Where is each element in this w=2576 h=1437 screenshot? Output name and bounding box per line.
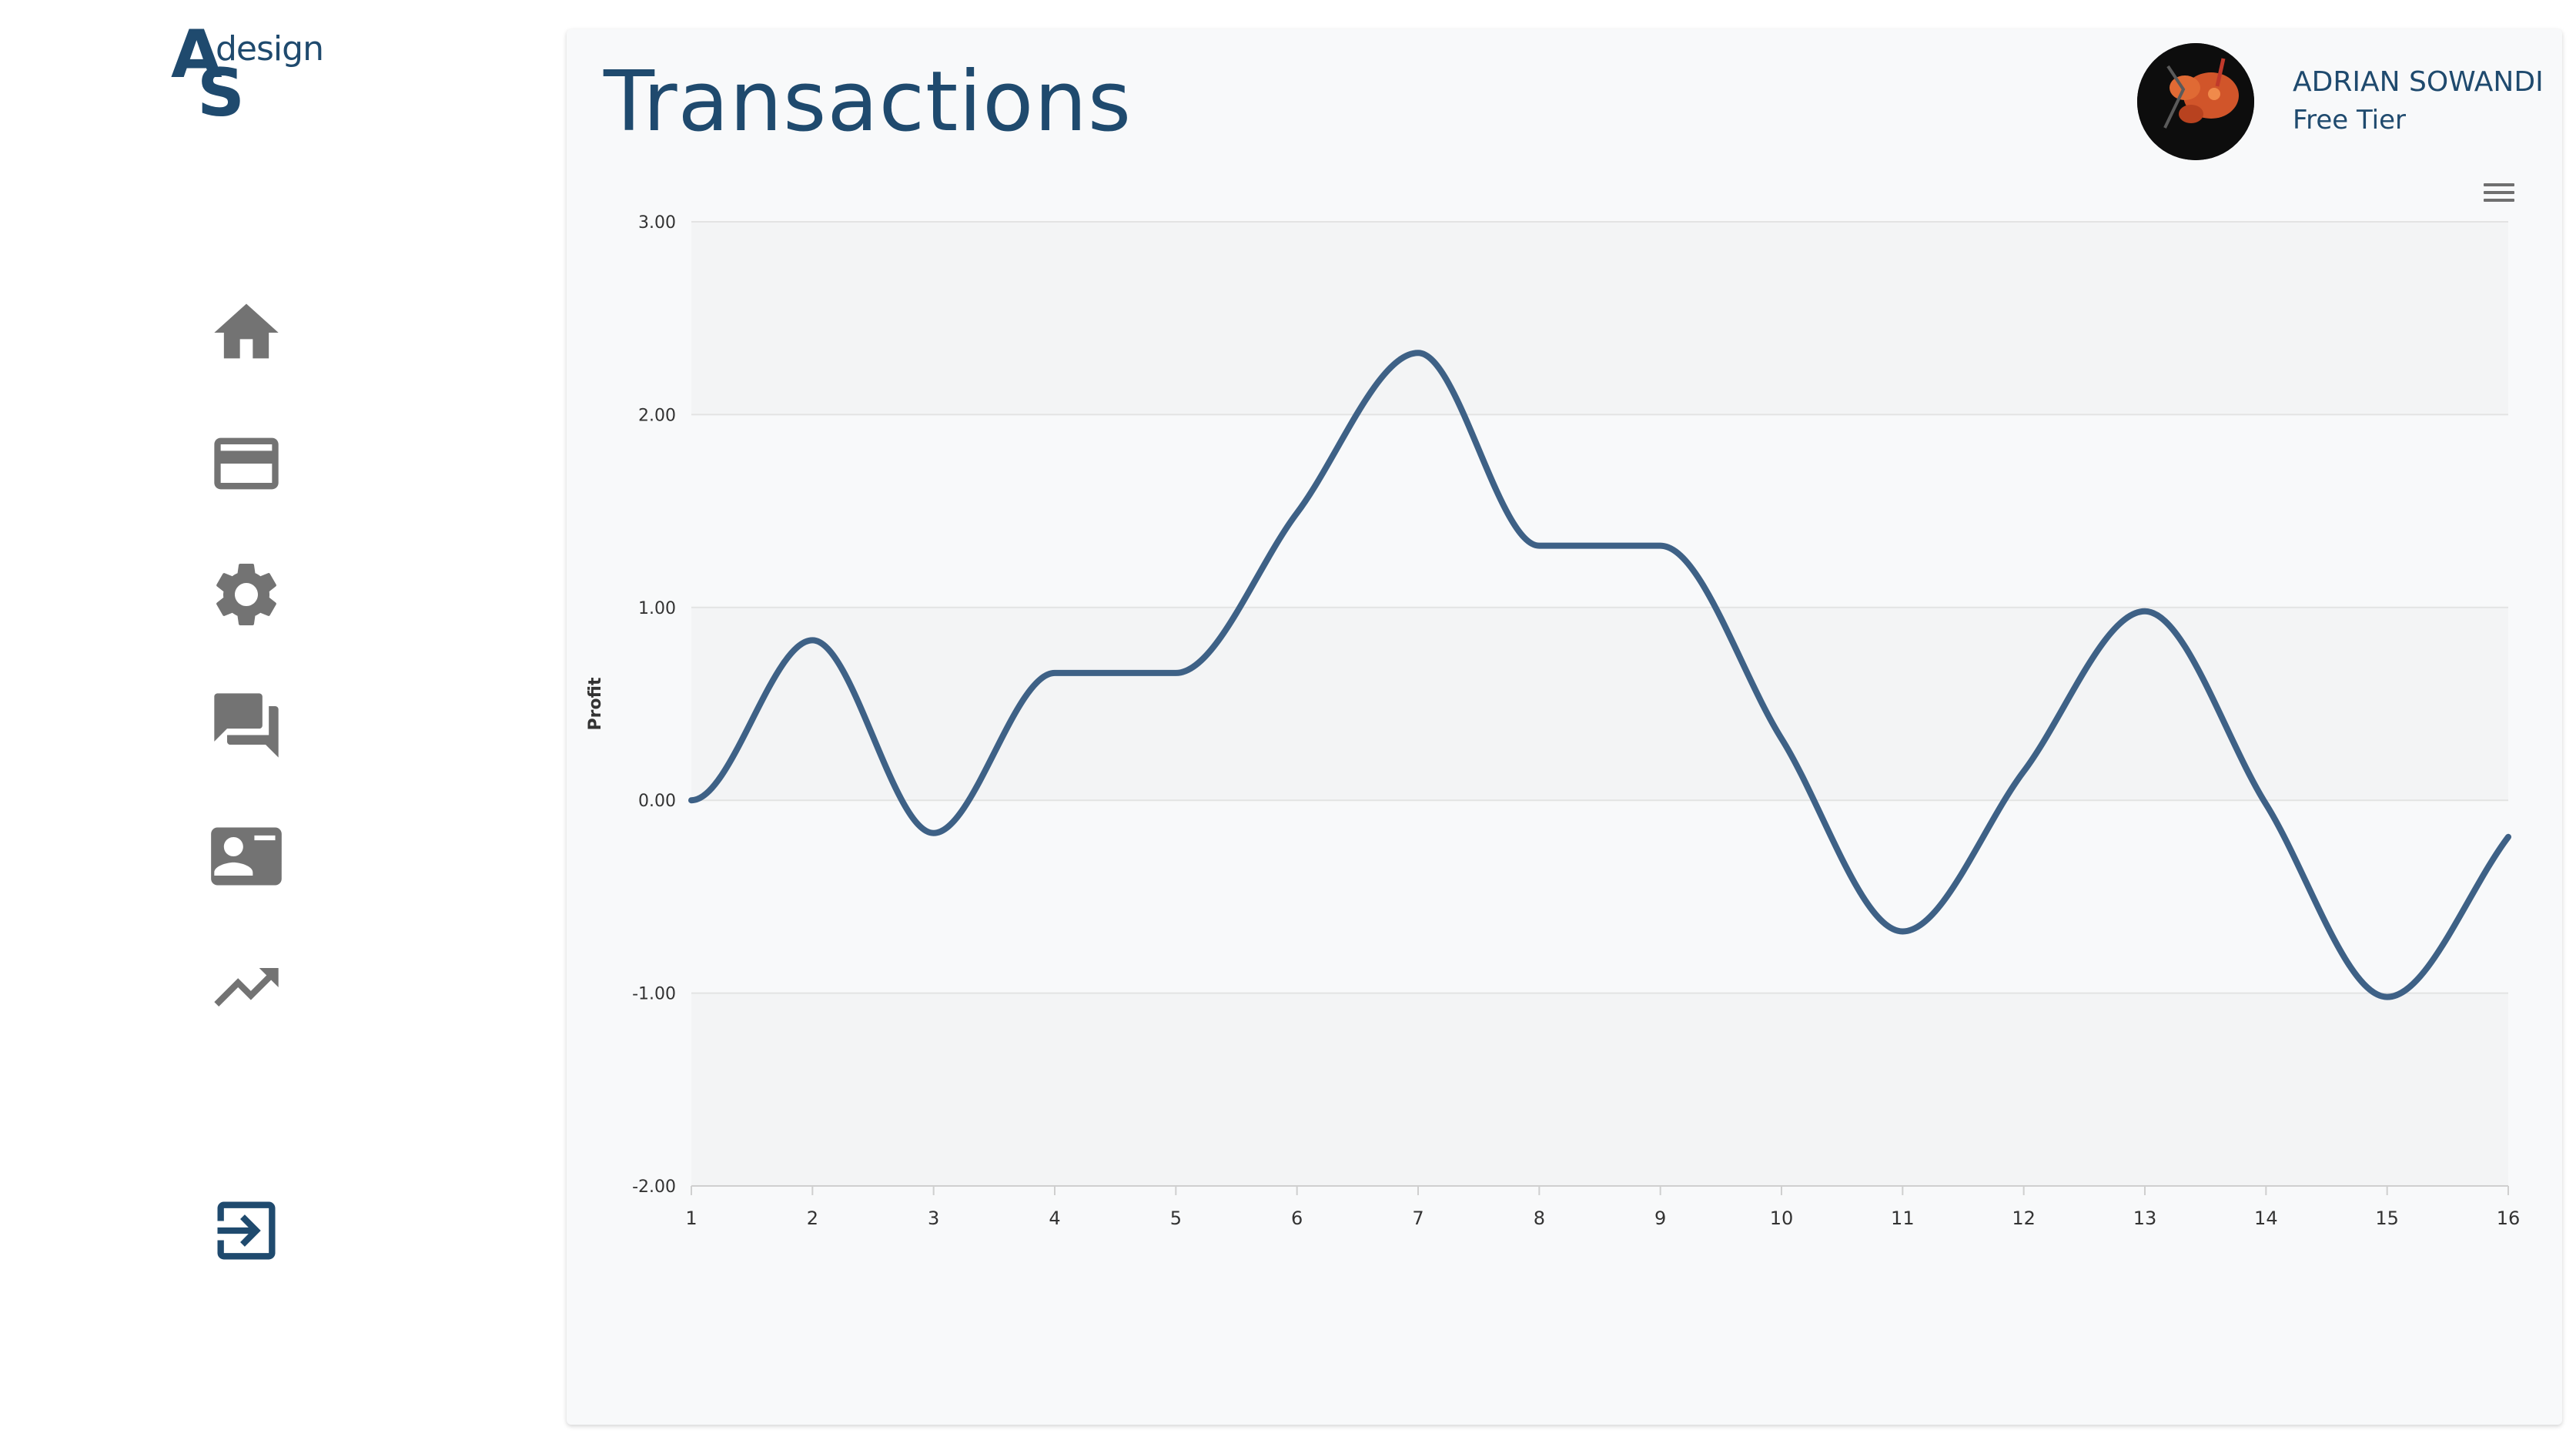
x-tick-label: 12 [2012, 1208, 2036, 1229]
gear-icon [216, 564, 276, 625]
nav-messages-button[interactable] [208, 687, 285, 764]
chat-bubbles-icon [214, 693, 279, 758]
x-tick-label: 2 [807, 1208, 818, 1229]
x-tick-label: 3 [928, 1208, 939, 1229]
plot-band [691, 800, 2508, 993]
series-line-profit [688, 350, 2511, 1000]
x-tick-label: 11 [1891, 1208, 1915, 1229]
y-tick-label: -1.00 [632, 985, 676, 1004]
x-tick-label: 15 [2375, 1208, 2399, 1229]
nav-home-button[interactable] [208, 294, 285, 371]
y-tick-label: 0.00 [638, 792, 676, 811]
profit-line-chart: 3.002.001.000.00-1.00-2.001 2 3 4 5 6 7 8 9 10 11 1… [586, 213, 2521, 1229]
plot-band [691, 993, 2508, 1186]
y-axis-label: Profit [586, 677, 605, 730]
plot-band [691, 607, 2508, 801]
user-tier: Free Tier [2293, 105, 2407, 136]
avatar-image [2137, 43, 2254, 160]
nav-settings-button[interactable] [208, 556, 285, 633]
logo-word: design [216, 29, 324, 69]
x-tick-label: 16 [2497, 1208, 2521, 1229]
page-title: Transactions [604, 54, 1132, 150]
x-tick-label: 14 [2254, 1208, 2278, 1229]
x-tick-label: 4 [1049, 1208, 1060, 1229]
x-tick-label: 1 [685, 1208, 697, 1229]
y-tick-label: -2.00 [632, 1177, 676, 1197]
nav-contacts-button[interactable] [208, 818, 285, 895]
y-tick-label: 1.00 [638, 599, 676, 618]
brand-logo: A S design [171, 16, 324, 126]
nav-cards-button[interactable] [208, 425, 285, 502]
x-tick-label: 6 [1291, 1208, 1303, 1229]
credit-card-icon [214, 437, 279, 490]
nav-analytics-button[interactable] [208, 949, 285, 1026]
plot-band [691, 222, 2508, 415]
x-tick-label: 8 [1534, 1208, 1545, 1229]
logout-button[interactable] [208, 1192, 285, 1269]
logout-icon [217, 1201, 276, 1260]
trending-up-icon [214, 968, 279, 1007]
user-name: ADRIAN SOWANDI [2293, 66, 2544, 98]
x-tick-label: 10 [1770, 1208, 1794, 1229]
y-tick-label: 2.00 [638, 406, 676, 425]
chart-menu-button[interactable] [2484, 183, 2514, 206]
y-tick-label: 3.00 [638, 213, 676, 233]
x-tick-label: 9 [1654, 1208, 1666, 1229]
avatar[interactable] [2137, 43, 2254, 160]
logo-letter-a: A [171, 16, 222, 93]
x-tick-label: 13 [2133, 1208, 2157, 1229]
contact-card-icon [211, 827, 282, 886]
x-tick-label: 7 [1412, 1208, 1423, 1229]
logo-letter-s: S [197, 55, 245, 132]
hamburger-menu-icon [2484, 183, 2514, 202]
plot-band [691, 414, 2508, 608]
x-tick-label: 5 [1170, 1208, 1182, 1229]
home-icon [214, 303, 279, 359]
transactions-card: 3.00 2.00 1.00 0.00 -1.00 -2.00 1 2 3 4 5 6 7 8 9 10 11 1… [567, 29, 2562, 1425]
